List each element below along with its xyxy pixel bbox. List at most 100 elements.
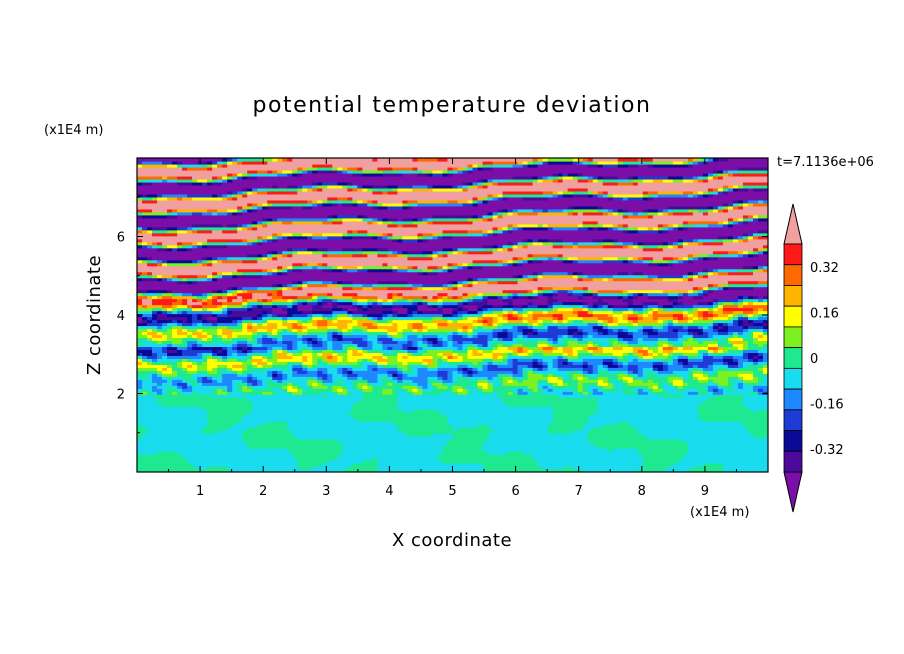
- heatmap-cell: [582, 460, 589, 464]
- heatmap-cell: [702, 367, 709, 371]
- heatmap-cell: [587, 469, 594, 472]
- heatmap-cell: [647, 427, 654, 431]
- heatmap-cell: [527, 439, 534, 443]
- heatmap-cell: [542, 403, 549, 407]
- heatmap-cell: [632, 409, 639, 413]
- heatmap-cell: [412, 394, 419, 398]
- heatmap-cell: [482, 463, 489, 467]
- heatmap-cell: [517, 436, 524, 440]
- heatmap-cell: [712, 457, 719, 461]
- heatmap-cell: [362, 430, 368, 434]
- heatmap-cell: [322, 352, 328, 356]
- heatmap-cell: [752, 409, 759, 413]
- heatmap-cell: [432, 352, 439, 356]
- heatmap-cell: [327, 463, 333, 467]
- heatmap-cell: [442, 358, 449, 362]
- heatmap-cell: [627, 421, 634, 425]
- heatmap-cell: [662, 433, 669, 437]
- heatmap-cell: [327, 412, 333, 416]
- heatmap-cell: [307, 448, 313, 452]
- heatmap-cell: [542, 388, 549, 392]
- heatmap-cell: [252, 454, 258, 458]
- heatmap-cell: [142, 421, 148, 425]
- heatmap-cell: [677, 439, 684, 443]
- heatmap-cell: [172, 364, 178, 368]
- heatmap-cell: [372, 382, 378, 386]
- heatmap-cell: [562, 439, 569, 443]
- heatmap-cell: [432, 385, 439, 389]
- heatmap-cell: [547, 427, 554, 431]
- heatmap-cell: [537, 376, 544, 380]
- heatmap-cell: [367, 388, 373, 392]
- heatmap-cell: [452, 448, 459, 452]
- heatmap-cell: [392, 391, 399, 395]
- heatmap-cell: [472, 409, 479, 413]
- heatmap-cell: [397, 469, 404, 472]
- heatmap-cell: [362, 388, 368, 392]
- heatmap-cell: [697, 466, 704, 470]
- heatmap-cell: [567, 370, 574, 374]
- heatmap-cell: [272, 379, 278, 383]
- heatmap-cell: [387, 367, 394, 371]
- heatmap-cell: [637, 448, 644, 452]
- heatmap-cell: [762, 403, 768, 407]
- heatmap-cell: [637, 442, 644, 446]
- heatmap-cell: [682, 406, 689, 410]
- heatmap-cell: [267, 385, 273, 389]
- heatmap-cell: [252, 466, 258, 470]
- heatmap-cell: [532, 394, 539, 398]
- heatmap-cell: [717, 388, 724, 392]
- heatmap-cell: [517, 457, 524, 461]
- heatmap-cell: [542, 469, 549, 472]
- heatmap-cell: [512, 451, 519, 455]
- heatmap-cell: [222, 397, 228, 401]
- heatmap-cell: [307, 466, 313, 470]
- heatmap-cell: [542, 430, 549, 434]
- heatmap-cell: [292, 415, 298, 419]
- heatmap-cell: [712, 430, 719, 434]
- heatmap-cell: [677, 445, 684, 449]
- heatmap-cell: [502, 451, 509, 455]
- heatmap-cell: [337, 469, 343, 472]
- heatmap-cell: [162, 466, 168, 470]
- heatmap-cell: [642, 418, 649, 422]
- heatmap-cell: [162, 463, 168, 467]
- heatmap-cell: [602, 421, 609, 425]
- heatmap-cell: [282, 424, 288, 428]
- heatmap-cell: [167, 439, 173, 443]
- heatmap-cell: [637, 391, 644, 395]
- heatmap-cell: [252, 397, 258, 401]
- heatmap-cell: [167, 376, 173, 380]
- heatmap-cell: [392, 364, 399, 368]
- heatmap-cell: [187, 469, 193, 472]
- heatmap-cell: [157, 388, 163, 392]
- heatmap-cell: [732, 394, 739, 398]
- heatmap-cell: [512, 448, 519, 452]
- heatmap-cell: [607, 379, 614, 383]
- heatmap-cell: [582, 436, 589, 440]
- heatmap-cell: [322, 370, 328, 374]
- heatmap-cell: [492, 424, 499, 428]
- heatmap-cell: [412, 439, 419, 443]
- heatmap-cell: [477, 439, 484, 443]
- heatmap-cell: [402, 355, 409, 359]
- heatmap-cell: [572, 373, 579, 377]
- heatmap-cell: [662, 454, 669, 458]
- heatmap-cell: [697, 433, 704, 437]
- heatmap-cell: [452, 376, 459, 380]
- heatmap-cell: [682, 439, 689, 443]
- heatmap-cell: [392, 436, 399, 440]
- heatmap-cell: [747, 457, 754, 461]
- heatmap-cell: [427, 367, 434, 371]
- heatmap-cell: [687, 364, 694, 368]
- heatmap-cell: [147, 388, 153, 392]
- heatmap-cell: [377, 421, 383, 425]
- heatmap-cell: [327, 370, 333, 374]
- heatmap-cell: [307, 457, 313, 461]
- heatmap-cell: [532, 412, 539, 416]
- heatmap-cell: [227, 412, 233, 416]
- heatmap-cell: [482, 436, 489, 440]
- heatmap-cell: [197, 454, 203, 458]
- heatmap-cell: [242, 445, 248, 449]
- heatmap-cell: [627, 373, 634, 377]
